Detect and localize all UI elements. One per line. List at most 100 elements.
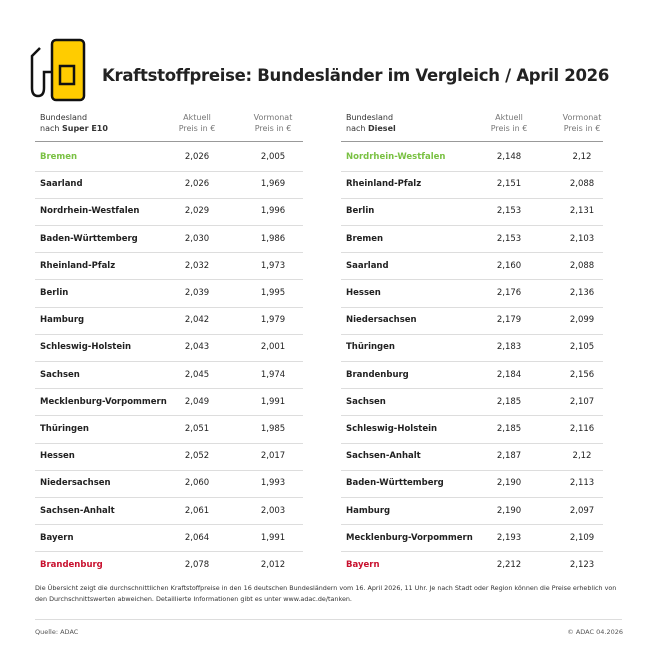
previous-price: 2,005 xyxy=(260,152,286,162)
row-divider xyxy=(35,333,303,335)
header-line: Bundesland xyxy=(40,113,88,122)
row-divider xyxy=(35,388,303,390)
row-divider xyxy=(341,551,603,553)
state-name: Brandenburg xyxy=(346,369,409,380)
row-divider xyxy=(341,496,603,498)
state-name: Saarland xyxy=(346,260,389,271)
row-divider xyxy=(35,252,303,254)
header-line: nach Super E10 xyxy=(40,123,108,134)
row-divider xyxy=(35,496,303,498)
state-name: Bayern xyxy=(40,532,74,543)
state-name: Rheinland-Pfalz xyxy=(346,179,422,190)
divider xyxy=(35,619,622,620)
previous-price: 1,985 xyxy=(260,424,286,434)
current-price: 2,151 xyxy=(496,179,522,190)
previous-price: 1,974 xyxy=(260,369,286,380)
row-divider xyxy=(35,415,303,417)
row-divider xyxy=(341,333,603,335)
copyright: © ADAC 04.2026 xyxy=(567,628,623,636)
current-price: 2,051 xyxy=(184,424,210,434)
row-divider xyxy=(341,252,603,254)
current-price: 2,061 xyxy=(184,505,210,516)
previous-price: 1,996 xyxy=(260,206,286,217)
header-divider xyxy=(35,141,303,142)
state-name: Bremen xyxy=(346,233,384,244)
current-price: 2,185 xyxy=(496,424,522,434)
row-divider xyxy=(35,224,303,226)
state-name: Brandenburg xyxy=(40,560,103,570)
column-header: Aktuell Preis in € xyxy=(474,112,544,134)
column-header: Vormonat Preis in € xyxy=(238,112,308,134)
footnote: Die Übersicht zeigt die durchschnittlich… xyxy=(35,584,617,603)
header-divider xyxy=(341,141,603,142)
state-name: Saarland xyxy=(40,179,83,190)
current-price: 2,160 xyxy=(496,260,522,271)
header-line: Preis in € xyxy=(490,124,528,133)
row-divider xyxy=(341,224,603,226)
header-line: Preis in € xyxy=(254,124,292,133)
row-divider xyxy=(35,279,303,281)
current-price: 2,026 xyxy=(184,179,210,190)
header-fuel: Super E10 xyxy=(62,124,108,133)
current-price: 2,030 xyxy=(184,233,210,244)
source: Quelle: ADAC xyxy=(35,628,79,636)
previous-price: 1,979 xyxy=(260,315,286,326)
previous-price: 2,103 xyxy=(569,233,595,244)
previous-price: 2,088 xyxy=(569,260,595,271)
previous-price: 1,986 xyxy=(260,233,286,244)
state-name: Mecklenburg-Vorpommern xyxy=(40,396,167,407)
previous-price: 2,012 xyxy=(260,560,286,570)
current-price: 2,042 xyxy=(184,315,210,326)
row-divider xyxy=(341,469,603,471)
current-price: 2,078 xyxy=(184,560,210,570)
previous-price: 1,991 xyxy=(260,532,286,543)
previous-price: 2,088 xyxy=(569,179,595,190)
row-divider xyxy=(35,442,303,444)
current-price: 2,190 xyxy=(496,505,522,516)
header-line: Bundesland xyxy=(346,113,394,122)
previous-price: 2,156 xyxy=(569,369,595,380)
current-price: 2,153 xyxy=(496,206,522,217)
state-name: Bremen xyxy=(40,152,78,162)
row-divider xyxy=(35,306,303,308)
previous-price: 1,993 xyxy=(260,478,286,489)
previous-price: 2,001 xyxy=(260,342,286,353)
header-fuel: Diesel xyxy=(368,124,396,133)
current-price: 2,032 xyxy=(184,260,210,271)
state-name: Hessen xyxy=(40,451,75,462)
previous-price: 2,105 xyxy=(569,342,595,353)
header-line: Aktuell xyxy=(495,113,523,122)
current-price: 2,052 xyxy=(184,451,210,462)
header-text: nach xyxy=(346,124,366,133)
current-price: 2,179 xyxy=(496,315,522,326)
current-price: 2,039 xyxy=(184,288,210,298)
row-divider xyxy=(35,170,303,172)
title: Kraftstoffpreise: Bundesländer im Vergle… xyxy=(102,66,610,85)
header-line: Vormonat xyxy=(253,113,293,122)
row-divider xyxy=(341,524,603,526)
state-name: Sachsen-Anhalt xyxy=(40,505,115,516)
previous-price: 2,003 xyxy=(260,505,286,516)
row-divider xyxy=(35,197,303,199)
column-header: Vormonat Preis in € xyxy=(547,112,617,134)
state-name: Hamburg xyxy=(346,505,391,516)
state-name: Hessen xyxy=(346,288,381,298)
current-price: 2,045 xyxy=(184,369,210,380)
current-price: 2,064 xyxy=(184,532,210,543)
state-name: Mecklenburg-Vorpommern xyxy=(346,532,473,543)
previous-price: 1,991 xyxy=(260,396,286,407)
previous-price: 2,107 xyxy=(569,396,595,407)
previous-price: 2,113 xyxy=(569,478,595,489)
state-name: Schleswig-Holstein xyxy=(40,342,132,353)
row-divider xyxy=(341,360,603,362)
previous-price: 2,12 xyxy=(572,152,592,162)
fuel-pump-icon xyxy=(30,38,86,102)
current-price: 2,049 xyxy=(184,396,210,407)
previous-price: 2,123 xyxy=(569,560,595,570)
state-name: Baden-Württemberg xyxy=(40,233,138,244)
current-price: 2,060 xyxy=(184,478,210,489)
state-name: Niedersachsen xyxy=(346,315,417,326)
row-divider xyxy=(341,415,603,417)
state-name: Bayern xyxy=(346,560,380,570)
